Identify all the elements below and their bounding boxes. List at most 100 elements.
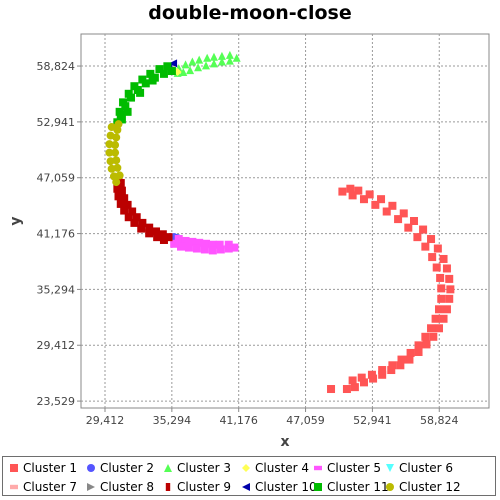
legend-label: Cluster 11 <box>327 480 389 494</box>
x-tick-label: 41,176 <box>219 414 258 427</box>
legend-marker-icon <box>386 483 394 491</box>
legend-label: Cluster 7 <box>23 480 78 494</box>
data-point <box>388 201 397 210</box>
data-point <box>117 115 126 124</box>
data-point <box>202 61 211 70</box>
data-point <box>431 314 440 323</box>
data-point <box>192 244 201 253</box>
data-point <box>427 324 436 333</box>
data-point <box>338 187 347 196</box>
data-point <box>437 294 446 303</box>
legend-marker-icon <box>165 483 171 491</box>
data-point <box>413 233 422 242</box>
data-point <box>365 190 374 199</box>
data-point <box>169 59 178 68</box>
legend-label: Cluster 1 <box>23 461 78 475</box>
series-cluster-12 <box>105 120 124 187</box>
legend-marker-icon <box>87 464 95 472</box>
data-point <box>116 199 125 208</box>
data-point <box>111 141 120 150</box>
x-axis-label: x <box>280 434 289 450</box>
data-point <box>429 332 438 341</box>
data-point <box>215 240 224 249</box>
data-point <box>170 239 179 248</box>
data-point <box>130 218 139 227</box>
data-point <box>188 57 197 66</box>
legend-marker-icon <box>242 483 250 491</box>
data-point <box>138 218 147 227</box>
legend-label: Cluster 4 <box>255 461 310 475</box>
axis-ticks: 29,412 35,294 41,176 47,059 52,941 58,824 58,8… <box>37 60 459 427</box>
data-point <box>346 184 355 193</box>
data-point <box>388 361 397 370</box>
data-point <box>378 366 387 375</box>
data-point <box>421 242 430 251</box>
data-point <box>436 273 445 282</box>
data-point <box>137 224 146 233</box>
data-point <box>115 171 124 180</box>
x-tick-label: 52,941 <box>353 414 392 427</box>
y-tick-label: 41,176 <box>37 228 76 241</box>
data-point <box>208 246 217 255</box>
data-point <box>414 341 423 350</box>
data-point <box>112 156 121 165</box>
legend-label: Cluster 3 <box>177 461 232 475</box>
data-point <box>409 217 418 225</box>
data-point <box>113 184 122 193</box>
data-point <box>174 235 183 244</box>
data-point <box>217 57 226 66</box>
legend-item: Cluster 6 <box>385 460 453 476</box>
data-point <box>342 385 351 394</box>
data-point <box>153 233 162 242</box>
data-point <box>121 102 130 111</box>
data-point <box>217 51 226 60</box>
data-point <box>128 207 137 216</box>
data-point <box>158 230 167 239</box>
data-point <box>195 55 204 64</box>
legend-marker-icon <box>164 464 172 472</box>
data-point <box>179 67 188 76</box>
data-point <box>132 213 141 222</box>
data-point <box>371 200 380 209</box>
legend-label: Cluster 8 <box>100 480 155 494</box>
legend: Cluster 1 Cluster 2 Cluster 3 Cluster 4 Clus… <box>2 456 496 496</box>
data-point <box>112 178 121 187</box>
y-tick-label: 29,412 <box>37 339 76 352</box>
data-point <box>164 233 173 242</box>
data-point <box>184 243 193 252</box>
data-point <box>120 206 129 215</box>
data-point <box>123 107 132 116</box>
legend-marker-icon <box>386 464 394 472</box>
legend-item: Cluster 8 <box>86 479 154 495</box>
data-point <box>406 348 415 357</box>
data-point <box>209 52 218 61</box>
legend-item: Cluster 4 <box>241 460 309 476</box>
data-point <box>120 194 129 203</box>
data-point <box>378 370 387 379</box>
legend-item: Cluster 12 <box>385 479 461 495</box>
data-point <box>167 67 176 76</box>
series-cluster-1 <box>327 184 455 394</box>
data-point <box>446 285 455 294</box>
data-point <box>188 237 197 246</box>
series-cluster-5 <box>170 235 239 255</box>
legend-label: Cluster 6 <box>399 461 454 475</box>
legend-label: Cluster 9 <box>177 480 232 494</box>
data-point <box>428 253 437 262</box>
legend-marker-icon <box>10 484 18 490</box>
y-tick-label: 23,529 <box>37 395 76 408</box>
data-point <box>434 324 443 333</box>
data-point <box>208 240 217 249</box>
data-point <box>209 59 218 68</box>
data-point <box>442 305 451 314</box>
data-point <box>186 66 195 75</box>
data-point <box>111 148 120 157</box>
data-point <box>145 223 154 232</box>
data-point <box>377 195 386 204</box>
legend-item: Cluster 11 <box>313 479 389 495</box>
data-point <box>437 284 446 293</box>
data-point <box>136 88 145 97</box>
data-point <box>202 239 211 248</box>
chart-title: double-moon-close <box>148 2 352 24</box>
legend-item: Cluster 5 <box>313 460 381 476</box>
